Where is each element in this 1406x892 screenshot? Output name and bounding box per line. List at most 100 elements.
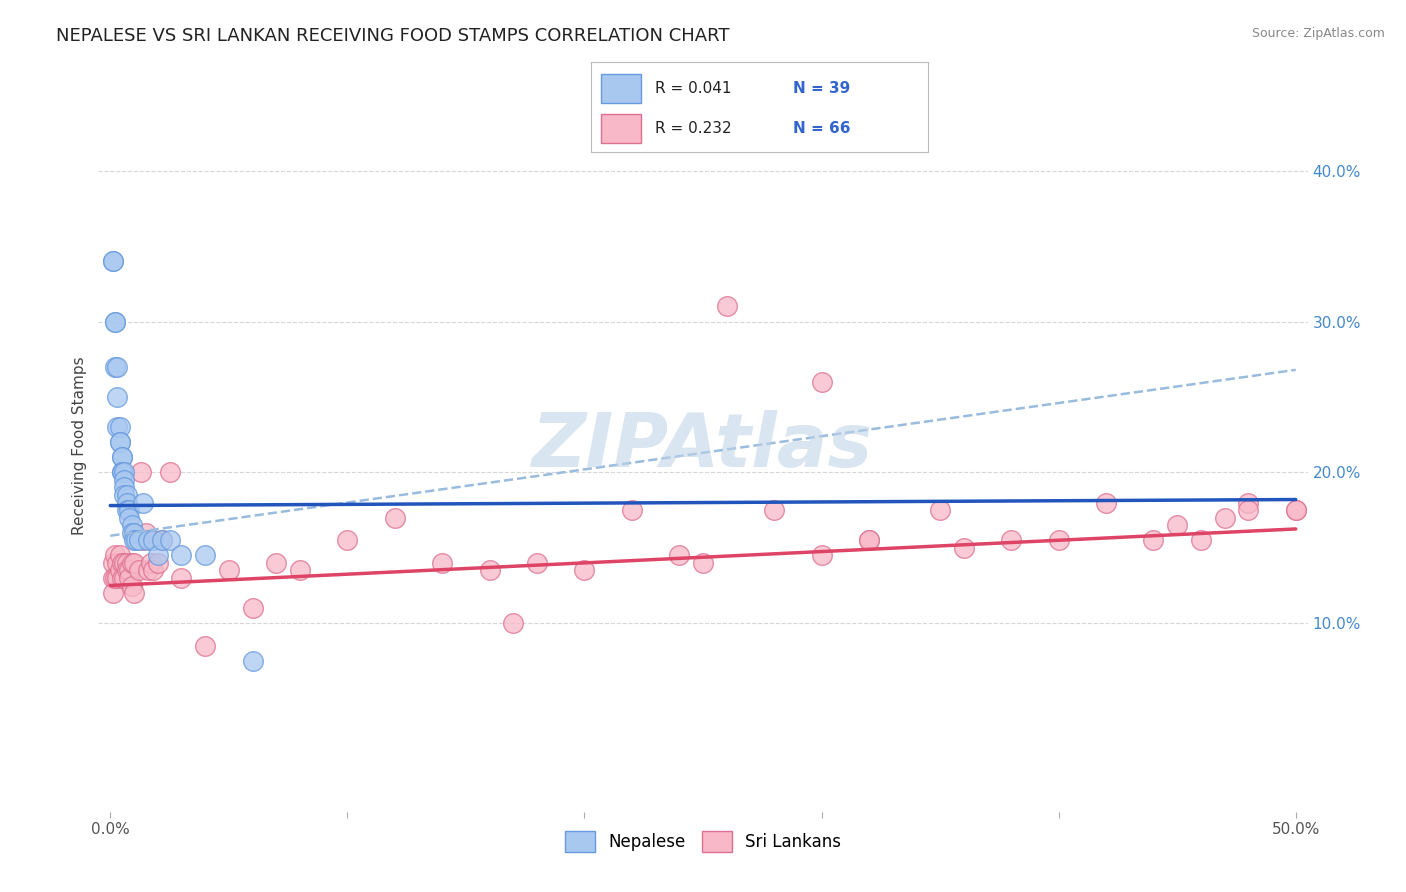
Point bbox=[432, 556, 454, 570]
Point bbox=[101, 571, 124, 585]
Point bbox=[194, 549, 217, 563]
Point bbox=[194, 639, 217, 653]
Point bbox=[1095, 495, 1118, 509]
Point bbox=[118, 563, 141, 577]
Point bbox=[101, 254, 124, 268]
Point bbox=[129, 466, 152, 480]
Point bbox=[111, 450, 134, 465]
Y-axis label: Receiving Food Stamps: Receiving Food Stamps bbox=[72, 357, 87, 535]
Point bbox=[159, 533, 181, 548]
Point bbox=[114, 488, 136, 502]
Point bbox=[810, 549, 832, 563]
Point bbox=[136, 533, 159, 548]
Text: R = 0.041: R = 0.041 bbox=[655, 81, 731, 95]
Point bbox=[136, 563, 159, 577]
Text: N = 39: N = 39 bbox=[793, 81, 851, 95]
Point bbox=[1142, 533, 1164, 548]
Point bbox=[1285, 503, 1308, 517]
Point bbox=[122, 533, 145, 548]
Point bbox=[125, 533, 148, 548]
Point bbox=[574, 563, 596, 577]
Text: NEPALESE VS SRI LANKAN RECEIVING FOOD STAMPS CORRELATION CHART: NEPALESE VS SRI LANKAN RECEIVING FOOD ST… bbox=[56, 27, 730, 45]
Point bbox=[105, 420, 128, 434]
Point bbox=[242, 654, 264, 668]
Point bbox=[218, 563, 240, 577]
Point bbox=[288, 563, 311, 577]
Point bbox=[152, 533, 174, 548]
Point bbox=[858, 533, 880, 548]
Point bbox=[118, 571, 141, 585]
Point bbox=[142, 563, 165, 577]
Point bbox=[132, 495, 155, 509]
Point bbox=[118, 510, 141, 524]
Point bbox=[115, 488, 138, 502]
Point bbox=[108, 435, 131, 450]
Point bbox=[111, 450, 134, 465]
Point bbox=[668, 549, 690, 563]
Point bbox=[526, 556, 548, 570]
FancyBboxPatch shape bbox=[600, 114, 641, 143]
Point bbox=[336, 533, 359, 548]
Point bbox=[716, 300, 738, 314]
Point bbox=[101, 254, 124, 268]
Point bbox=[114, 466, 136, 480]
Point bbox=[159, 466, 181, 480]
Point bbox=[101, 556, 124, 570]
Point bbox=[135, 525, 157, 540]
Point bbox=[128, 563, 150, 577]
Point bbox=[121, 518, 143, 533]
Point bbox=[111, 466, 134, 480]
Point bbox=[858, 533, 880, 548]
Point bbox=[104, 359, 127, 374]
Point bbox=[115, 563, 138, 577]
Point bbox=[115, 503, 138, 517]
Point bbox=[118, 503, 141, 517]
Point bbox=[114, 480, 136, 494]
Point bbox=[114, 571, 136, 585]
Point bbox=[104, 315, 127, 329]
Point bbox=[115, 495, 138, 509]
Legend: Nepalese, Sri Lankans: Nepalese, Sri Lankans bbox=[558, 824, 848, 858]
Point bbox=[1285, 503, 1308, 517]
Point bbox=[952, 541, 974, 555]
Point bbox=[620, 503, 643, 517]
Point bbox=[105, 556, 128, 570]
Point bbox=[1213, 510, 1236, 524]
Point bbox=[146, 549, 169, 563]
Point bbox=[142, 533, 165, 548]
Point bbox=[122, 556, 145, 570]
Point bbox=[111, 466, 134, 480]
Point bbox=[128, 533, 150, 548]
Point bbox=[502, 616, 524, 631]
Text: ZIPAtlas: ZIPAtlas bbox=[533, 409, 873, 483]
Point bbox=[1237, 495, 1260, 509]
Point bbox=[105, 390, 128, 404]
Point bbox=[929, 503, 952, 517]
Point bbox=[146, 556, 169, 570]
Point bbox=[810, 375, 832, 389]
Point bbox=[114, 473, 136, 487]
Point bbox=[101, 586, 124, 600]
Point bbox=[170, 571, 193, 585]
Text: Source: ZipAtlas.com: Source: ZipAtlas.com bbox=[1251, 27, 1385, 40]
Point bbox=[104, 571, 127, 585]
Point bbox=[111, 556, 134, 570]
Point bbox=[115, 556, 138, 570]
Point bbox=[763, 503, 786, 517]
Point bbox=[114, 556, 136, 570]
Point bbox=[242, 601, 264, 615]
Point bbox=[478, 563, 501, 577]
Point bbox=[1237, 503, 1260, 517]
Point bbox=[132, 533, 155, 548]
Point bbox=[264, 556, 287, 570]
Point bbox=[108, 435, 131, 450]
Text: N = 66: N = 66 bbox=[793, 121, 851, 136]
Point bbox=[111, 571, 134, 585]
Point bbox=[384, 510, 406, 524]
Point bbox=[105, 571, 128, 585]
Point bbox=[1000, 533, 1022, 548]
Point bbox=[1047, 533, 1070, 548]
Point bbox=[1166, 518, 1188, 533]
Point bbox=[122, 586, 145, 600]
Point bbox=[122, 525, 145, 540]
